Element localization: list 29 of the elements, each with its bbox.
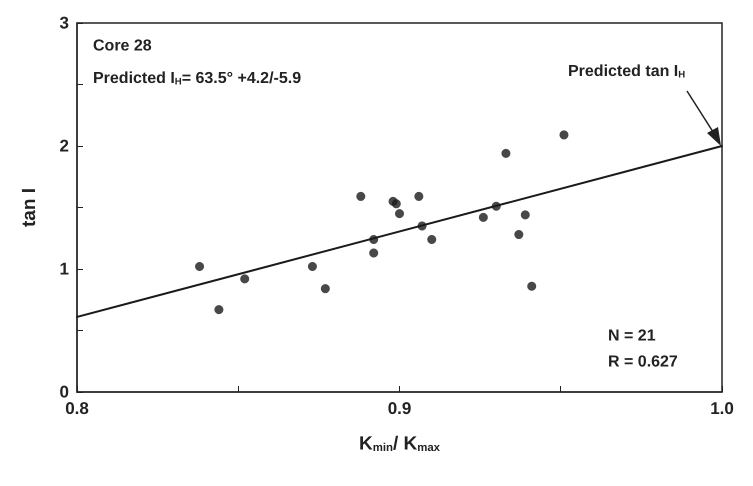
y-tick-label: 0 [60,382,69,402]
point [240,274,250,284]
x-tick-label: 0.9 [388,399,412,418]
x-tick-label: 0.8 [65,399,89,418]
point [478,212,488,222]
point [559,130,568,140]
y-tick-label: 3 [60,14,69,32]
point [414,192,424,201]
point [427,234,436,244]
point [308,262,317,272]
point [392,199,401,208]
y-tick-label: 1 [60,260,69,278]
annotation: N = 21 [608,328,656,344]
y-axis-title: tan I [19,188,40,228]
y-tick-label: 2 [60,136,69,156]
annotation: Core 28 [93,38,152,54]
x-axis-title: Kmin/ Kmax [358,433,441,454]
point [369,248,378,258]
point [527,282,536,291]
point [501,148,510,158]
point [395,209,404,218]
annotation: R = 0.627 [608,354,678,370]
point [356,192,366,201]
point [195,262,204,272]
point [320,284,330,294]
x-tick-label: 1.0 [710,399,734,418]
point [214,305,224,314]
point [520,210,530,220]
point [514,230,524,240]
